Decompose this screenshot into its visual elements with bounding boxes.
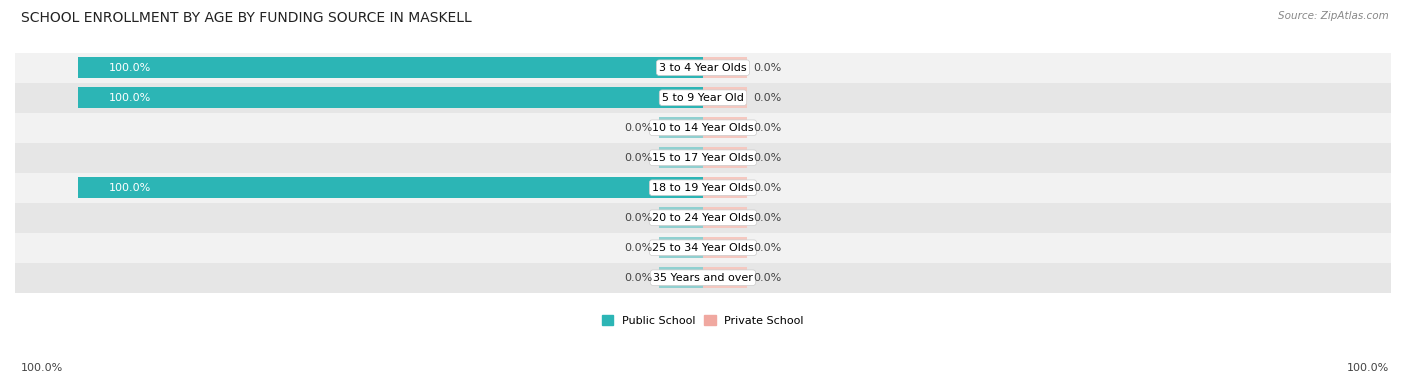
Bar (15, 113, 1391, 143)
Text: 10 to 14 Year Olds: 10 to 14 Year Olds (652, 123, 754, 133)
Bar (703, 147, 747, 169)
Text: 15 to 17 Year Olds: 15 to 17 Year Olds (652, 153, 754, 163)
Bar (703, 207, 747, 228)
Text: 35 Years and over: 35 Years and over (652, 273, 754, 283)
Text: 0.0%: 0.0% (754, 183, 782, 193)
Bar (703, 267, 747, 288)
Text: 100.0%: 100.0% (21, 363, 63, 373)
Bar (659, 117, 703, 138)
Text: 0.0%: 0.0% (754, 63, 782, 73)
Text: 18 to 19 Year Olds: 18 to 19 Year Olds (652, 183, 754, 193)
Legend: Public School, Private School: Public School, Private School (598, 311, 808, 330)
Bar (15, 143, 1391, 173)
Text: 0.0%: 0.0% (624, 153, 652, 163)
Bar (703, 87, 747, 109)
Bar (659, 237, 703, 259)
Bar (659, 267, 703, 288)
Text: 0.0%: 0.0% (624, 273, 652, 283)
Text: 0.0%: 0.0% (624, 243, 652, 253)
Text: 0.0%: 0.0% (754, 213, 782, 223)
Text: 100.0%: 100.0% (108, 63, 150, 73)
Text: 100.0%: 100.0% (1347, 363, 1389, 373)
Text: 0.0%: 0.0% (754, 93, 782, 103)
Text: 0.0%: 0.0% (754, 273, 782, 283)
Text: 25 to 34 Year Olds: 25 to 34 Year Olds (652, 243, 754, 253)
Bar (659, 147, 703, 169)
Bar (15, 263, 1391, 293)
Text: 0.0%: 0.0% (754, 243, 782, 253)
Text: 5 to 9 Year Old: 5 to 9 Year Old (662, 93, 744, 103)
Bar (15, 83, 1391, 113)
Bar (703, 117, 747, 138)
Text: 0.0%: 0.0% (754, 123, 782, 133)
Bar (703, 57, 747, 78)
Bar (15, 203, 1391, 233)
Bar (659, 207, 703, 228)
Bar (77, 87, 703, 109)
Text: 0.0%: 0.0% (754, 153, 782, 163)
Text: SCHOOL ENROLLMENT BY AGE BY FUNDING SOURCE IN MASKELL: SCHOOL ENROLLMENT BY AGE BY FUNDING SOUR… (21, 11, 472, 25)
Text: 0.0%: 0.0% (624, 213, 652, 223)
Bar (703, 237, 747, 259)
Text: Source: ZipAtlas.com: Source: ZipAtlas.com (1278, 11, 1389, 21)
Text: 100.0%: 100.0% (108, 93, 150, 103)
Bar (15, 53, 1391, 83)
Bar (15, 173, 1391, 203)
Bar (703, 177, 747, 198)
Bar (15, 233, 1391, 263)
Text: 20 to 24 Year Olds: 20 to 24 Year Olds (652, 213, 754, 223)
Bar (77, 57, 703, 78)
Bar (77, 177, 703, 198)
Text: 100.0%: 100.0% (108, 183, 150, 193)
Text: 0.0%: 0.0% (624, 123, 652, 133)
Text: 3 to 4 Year Olds: 3 to 4 Year Olds (659, 63, 747, 73)
